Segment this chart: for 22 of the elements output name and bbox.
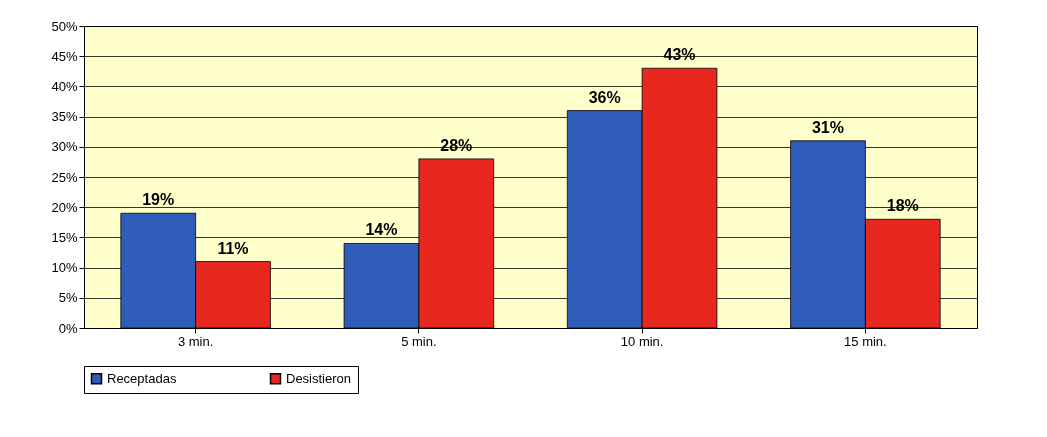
data-label: 31% — [811, 118, 844, 136]
legend-label: Desistieron — [286, 370, 352, 386]
x-tick-label: 3 min. — [177, 333, 214, 349]
x-tick-label: 5 min. — [401, 333, 437, 349]
y-tick-label: 0% — [58, 320, 78, 336]
x-tick-label: 15 min. — [844, 333, 887, 349]
data-label: 14% — [365, 221, 398, 239]
y-tick-label: 25% — [51, 169, 78, 185]
data-label: 36% — [588, 88, 621, 106]
y-tick-label: 50% — [51, 18, 78, 34]
data-label: 19% — [142, 191, 175, 209]
y-tick-label: 15% — [51, 229, 78, 245]
y-tick-label: 45% — [51, 48, 78, 64]
y-tick-label: 40% — [51, 78, 78, 94]
y-tick-label: 20% — [51, 199, 78, 215]
y-tick-label: 30% — [51, 139, 78, 155]
x-tick-label: 10 min. — [620, 333, 664, 349]
legend-label: Receptadas — [107, 370, 177, 386]
y-tick-label: 10% — [51, 260, 78, 276]
y-tick-label: 5% — [58, 290, 78, 306]
data-label: 11% — [217, 239, 249, 257]
y-tick-label: 35% — [51, 109, 78, 125]
